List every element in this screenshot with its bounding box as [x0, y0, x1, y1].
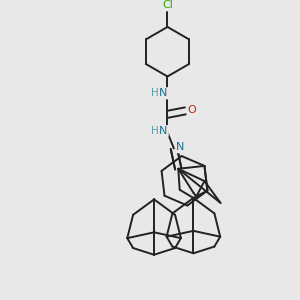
Text: H: H	[152, 88, 159, 98]
Text: N: N	[159, 126, 168, 136]
Text: O: O	[188, 105, 196, 115]
Text: Cl: Cl	[162, 0, 173, 10]
Text: N: N	[159, 88, 168, 98]
Text: H: H	[152, 126, 159, 136]
Text: H: H	[152, 88, 159, 98]
Text: N: N	[159, 126, 168, 136]
Text: N: N	[176, 142, 184, 152]
Text: Cl: Cl	[162, 0, 173, 10]
Text: H: H	[152, 126, 159, 136]
Text: N: N	[159, 88, 168, 98]
Text: N: N	[176, 142, 184, 152]
Text: O: O	[188, 105, 196, 115]
